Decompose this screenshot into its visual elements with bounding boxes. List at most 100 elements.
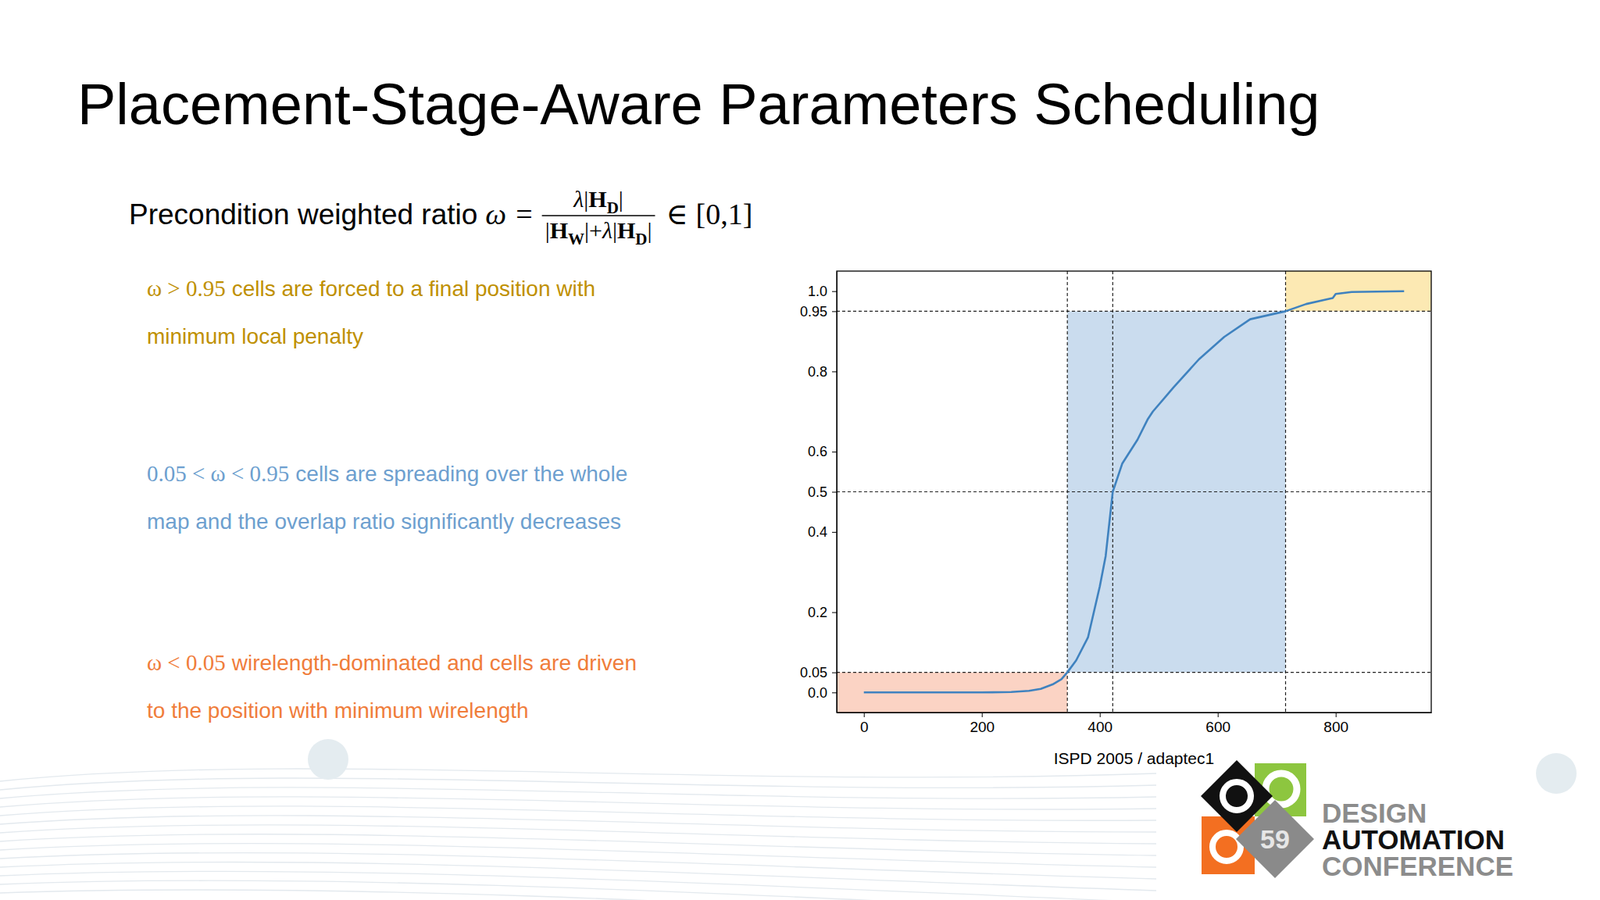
logo-orange-ring <box>1212 832 1241 861</box>
stage-item-line: to the position with minimum wirelength <box>146 698 529 723</box>
y-tick-label: 0.2 <box>807 604 828 621</box>
plot-background <box>836 271 1432 713</box>
formula-membership: ∈ <box>665 197 688 231</box>
y-tick-label: 1.0 <box>807 283 828 300</box>
stage-text: cells are forced to a final position wit… <box>232 276 596 301</box>
y-tick: 0.6 <box>807 443 837 460</box>
y-tick-label: 0.0 <box>807 685 828 701</box>
y-tick: 0.95 <box>800 303 837 320</box>
threshold-hline <box>836 491 1432 493</box>
y-tick: 0.5 <box>807 484 837 500</box>
decor-dot <box>1535 753 1577 794</box>
formula-part: D <box>635 229 647 249</box>
y-tick-label: 0.05 <box>800 664 828 681</box>
decor-wave <box>0 853 1157 879</box>
decor-wave <box>0 806 1157 821</box>
y-tick-mark <box>832 492 837 493</box>
stage-item: ω > 0.95cells are forced to a final posi… <box>146 275 596 349</box>
y-tick: 0.4 <box>807 524 837 540</box>
conference-logo: 59DESIGNAUTOMATIONCONFERENCE <box>1200 760 1514 882</box>
y-tick-mark <box>832 532 837 533</box>
decor-wave <box>0 815 1157 833</box>
formula-part: H <box>588 185 607 212</box>
formula-part: W <box>567 229 585 249</box>
y-tick: 0.05 <box>800 664 837 681</box>
x-tick-mark <box>1217 712 1219 718</box>
decor-wave <box>0 834 1157 856</box>
stage-item-line: map and the overlap ratio significantly … <box>146 509 622 534</box>
x-axis: 0200400600800 <box>837 712 1433 736</box>
y-tick: 0.8 <box>807 364 837 380</box>
formula-part: λ <box>572 185 584 212</box>
stage-condition: 0.05 < ω < 0.95 <box>146 460 290 486</box>
formula-part: H <box>550 217 568 243</box>
y-axis: 0.0 0.05 0.2 0.4 0.5 0.6 0.8 0.95 1.0 <box>800 271 838 714</box>
y-tick-label: 0.4 <box>807 524 828 540</box>
formula-part: | <box>646 217 652 243</box>
formula-part: D <box>607 198 619 218</box>
x-tick-mark <box>864 712 865 718</box>
plot-frame <box>836 271 1432 713</box>
formula-numerator: λ|HD| <box>572 185 624 218</box>
threshold-hline <box>836 310 1432 312</box>
x-tick-label: 400 <box>1087 718 1113 736</box>
y-tick-label: 0.6 <box>807 443 828 460</box>
plot-area <box>836 271 1432 713</box>
background-decoration <box>0 739 1577 900</box>
logo-green-ring <box>1265 773 1297 805</box>
stage-condition: ω < 0.05 <box>146 650 226 675</box>
y-tick-mark <box>832 612 837 614</box>
stage-item-line: ω < 0.05wirelength-dominated and cells a… <box>146 650 637 675</box>
decor-dot <box>307 739 349 780</box>
y-tick-mark <box>832 451 837 453</box>
logo-black-ring <box>1222 782 1251 811</box>
y-tick-label: 0.5 <box>807 484 828 500</box>
stage-text: wirelength-dominated and cells are drive… <box>231 650 637 675</box>
x-tick-label: 800 <box>1323 718 1349 736</box>
formula-denominator: |HW|+λ|HD| <box>545 217 653 249</box>
y-tick: 0.2 <box>807 604 837 621</box>
slide-title: Placement-Stage-Aware Parameters Schedul… <box>77 71 1320 137</box>
stage-condition: ω > 0.95 <box>146 275 226 301</box>
logo-gray <box>1235 800 1315 879</box>
x-tick: 0 <box>860 712 869 736</box>
formula-interval: [0,1] <box>696 197 754 231</box>
decor-wave <box>0 843 1157 868</box>
decor-wave <box>0 889 1157 900</box>
y-tick-label: 0.95 <box>800 303 828 320</box>
decor-wave <box>0 861 1157 891</box>
decor-wave <box>0 787 1157 799</box>
formula-part: H <box>617 217 636 243</box>
logo-number: 59 <box>1260 824 1290 854</box>
formula-label: Precondition weighted ratio <box>128 198 478 231</box>
y-tick-mark <box>832 310 837 312</box>
y-tick: 0.0 <box>807 685 837 701</box>
y-tick-mark <box>832 371 837 372</box>
formula-part: | <box>618 185 624 212</box>
x-tick-mark <box>982 712 983 718</box>
x-tick: 200 <box>969 712 995 736</box>
stage-item: 0.05 < ω < 0.95cells are spreading over … <box>146 460 628 534</box>
y-tick-mark <box>832 672 837 674</box>
slide: Placement-Stage-Aware Parameters Schedul… <box>0 0 1600 900</box>
fraction-bar <box>542 214 656 217</box>
stage-item: ω < 0.05wirelength-dominated and cells a… <box>146 650 637 723</box>
y-tick-label: 0.8 <box>807 364 828 380</box>
stage-item-line: minimum local penalty <box>146 324 364 349</box>
x-tick-mark <box>1335 712 1337 718</box>
stage-item-line: ω > 0.95cells are forced to a final posi… <box>146 275 596 301</box>
decor-wave <box>0 871 1157 900</box>
formula-part: λ <box>601 217 613 243</box>
x-axis-title: ISPD 2005 / adaptec1 <box>1053 749 1215 768</box>
decor-wave <box>0 825 1157 844</box>
formula-equals: = <box>515 197 533 231</box>
formula-part: |+ <box>584 217 603 243</box>
x-tick-label: 0 <box>860 718 869 736</box>
x-tick-mark <box>1100 712 1101 718</box>
data-line <box>864 291 1405 693</box>
x-tick: 400 <box>1087 712 1113 736</box>
decor-wave <box>0 778 1157 790</box>
threshold-hline <box>836 671 1432 673</box>
formula-symbol: ω <box>485 197 507 231</box>
y-axis-line <box>836 271 838 714</box>
